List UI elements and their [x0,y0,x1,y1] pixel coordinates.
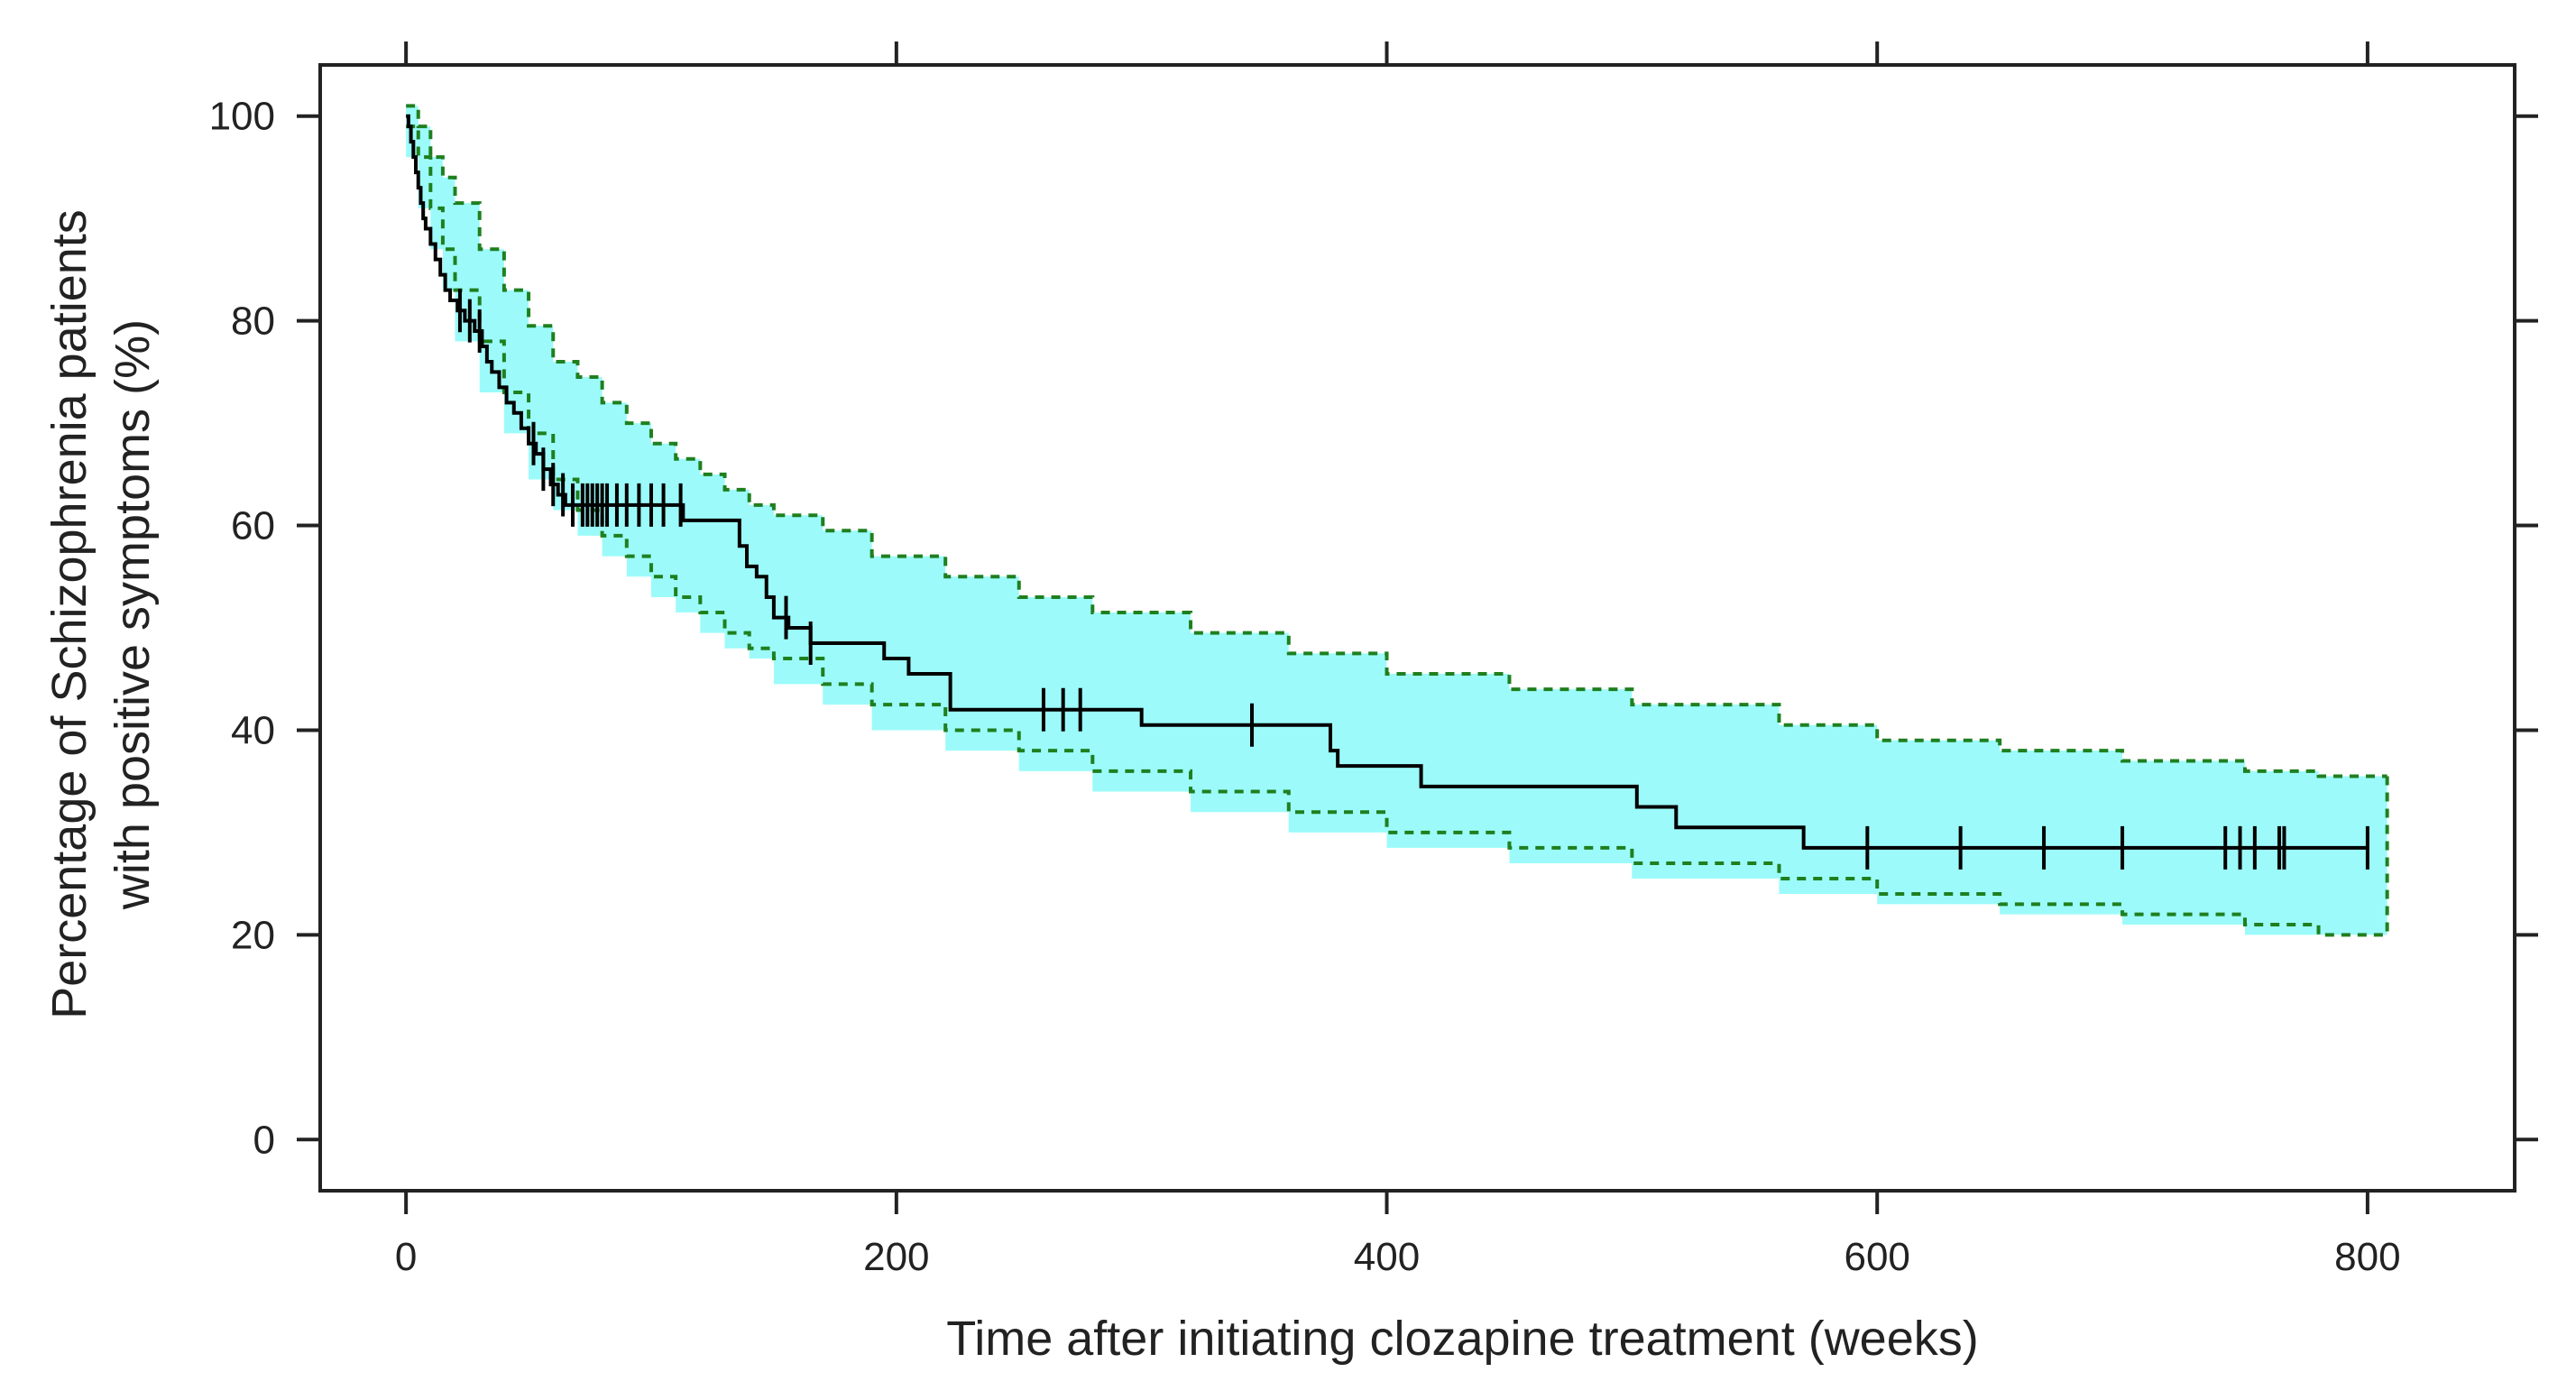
y-tick-label: 20 [231,913,275,957]
x-tick-label: 0 [395,1235,417,1279]
y-axis-label-line-2: with positive symptoms (%) [106,319,160,910]
confidence-band [406,106,2387,935]
x-axis-label: Time after initiating clozapine treatmen… [946,1312,1978,1366]
y-tick-label: 0 [253,1118,275,1162]
plot-frame [318,63,2516,1193]
y-tick-label: 80 [231,299,275,344]
y-tick-labels: 0 20 40 60 80 100 [209,95,275,1163]
km-curve [406,114,2368,850]
x-tick-label: 400 [1354,1235,1420,1279]
x-tick-label: 800 [2334,1235,2400,1279]
x-tick-label: 600 [1844,1235,1909,1279]
y-tick-label: 60 [231,504,275,548]
y-tick-label: 100 [209,95,275,139]
ci-upper-line [406,104,2387,778]
censor-marks [457,289,2369,870]
axis-ticks [297,41,2538,1214]
ci-lower-line [406,124,2387,937]
x-tick-label: 200 [863,1235,929,1279]
x-tick-labels: 0 200 400 600 800 [395,1235,2401,1279]
y-axis-label-line-1: Percentage of Schizophrenia patients [42,209,97,1019]
y-tick-label: 40 [231,708,275,752]
